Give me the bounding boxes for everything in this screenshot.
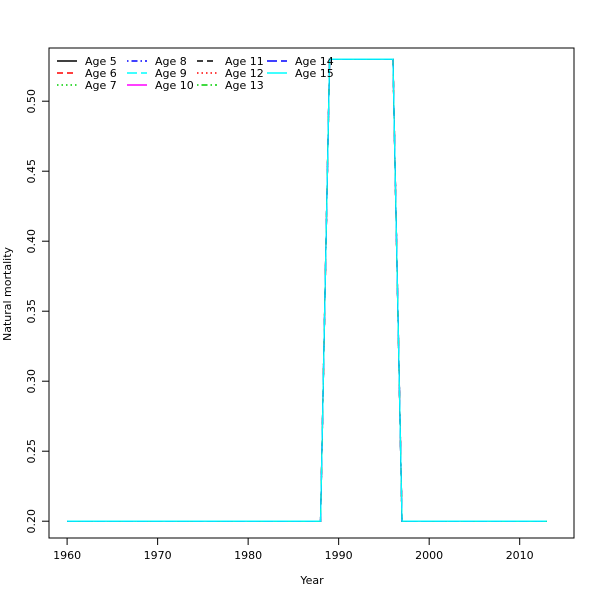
- legend-label-age-15: Age 15: [295, 67, 334, 80]
- x-tick-label: 1990: [325, 549, 353, 562]
- legend-label-age-9: Age 9: [155, 67, 187, 80]
- series-line-age-13: [67, 58, 547, 522]
- y-tick-label: 0.45: [25, 159, 38, 184]
- y-axis: 0.20 0.25 0.30 0.35 0.40 0.45 0.50: [25, 89, 50, 534]
- y-axis-label: Natural mortality: [1, 246, 14, 341]
- legend-label-age-13: Age 13: [225, 79, 264, 92]
- series-layer: [67, 58, 547, 522]
- series-line-age-10: [67, 58, 547, 522]
- legend-label-age-14: Age 14: [295, 55, 334, 68]
- legend-label-age-5: Age 5: [85, 55, 117, 68]
- x-axis: 1960 1970 1980 1990 2000 2010: [53, 537, 534, 562]
- y-tick-label: 0.35: [25, 299, 38, 324]
- series-line-age-15: [67, 58, 547, 522]
- series-line-age-6: [67, 58, 547, 522]
- x-axis-label: Year: [299, 574, 324, 587]
- x-tick-label: 1970: [144, 549, 172, 562]
- x-tick-label: 2000: [415, 549, 443, 562]
- x-tick-label: 2010: [506, 549, 534, 562]
- series-line-age-14: [67, 58, 547, 522]
- series-line-age-9: [67, 58, 547, 522]
- legend-label-age-7: Age 7: [85, 79, 117, 92]
- legend-label-age-10: Age 10: [155, 79, 194, 92]
- series-line-age-11: [67, 58, 547, 522]
- y-tick-label: 0.50: [25, 89, 38, 114]
- legend-label-age-12: Age 12: [225, 67, 264, 80]
- series-line-age-7: [67, 58, 547, 522]
- series-line-age-12: [67, 58, 547, 522]
- legend-label-age-8: Age 8: [155, 55, 187, 68]
- y-tick-label: 0.40: [25, 229, 38, 254]
- plot-frame: [48, 47, 575, 539]
- series-line-age-8: [67, 58, 547, 522]
- y-tick-label: 0.25: [25, 439, 38, 464]
- legend-label-age-6: Age 6: [85, 67, 117, 80]
- y-tick-label: 0.20: [25, 509, 38, 534]
- y-tick-label: 0.30: [25, 369, 38, 394]
- legend-label-age-11: Age 11: [225, 55, 264, 68]
- x-tick-label: 1960: [53, 549, 81, 562]
- x-tick-label: 1980: [234, 549, 262, 562]
- series-line-age-5: [67, 58, 547, 522]
